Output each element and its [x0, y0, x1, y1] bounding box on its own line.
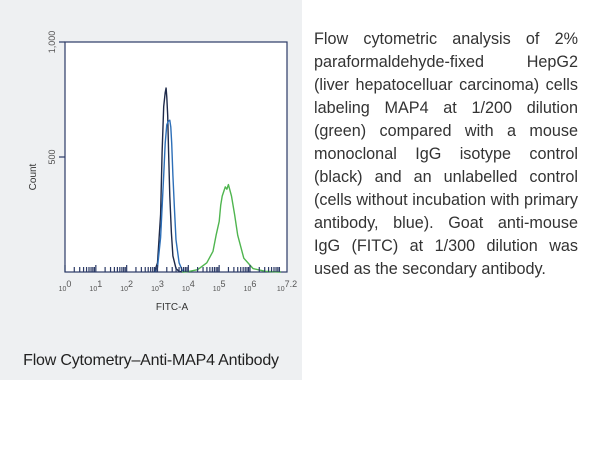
x-tick-label: 103 — [151, 279, 164, 293]
series-line-green — [182, 183, 281, 273]
series-line-black — [153, 87, 183, 273]
y-axis-label: Count — [28, 163, 39, 190]
x-tick-label: 107.2 — [277, 279, 297, 293]
figure-caption: Flow Cytometry–Anti-MAP4 Antibody — [23, 352, 279, 369]
y-tick-label: 500 — [47, 149, 57, 164]
histogram-chart: 100 101 102 103 104 105 106 107.2 500 1,000 FITC-A… — [28, 31, 297, 313]
x-tick-label: 101 — [89, 279, 102, 293]
series-line-blue — [153, 119, 186, 273]
x-tick-label: 104 — [182, 279, 195, 293]
y-tick-label: 1,000 — [47, 31, 57, 54]
plot-area: 100 101 102 103 104 105 106 107.2 500 1,000 FITC-A… — [28, 31, 297, 313]
figure-panel: 100 101 102 103 104 105 106 107.2 500 1,000 FITC-A… — [0, 0, 302, 380]
x-tick-label: 102 — [120, 279, 133, 293]
x-tick-label: 105 — [213, 279, 226, 293]
x-tick-label: 106 — [244, 279, 257, 293]
figure-description: Flow cytometric analysis of 2% paraforma… — [314, 30, 578, 278]
x-tick-label: 100 — [59, 279, 72, 293]
x-axis-label: FITC-A — [156, 302, 189, 313]
